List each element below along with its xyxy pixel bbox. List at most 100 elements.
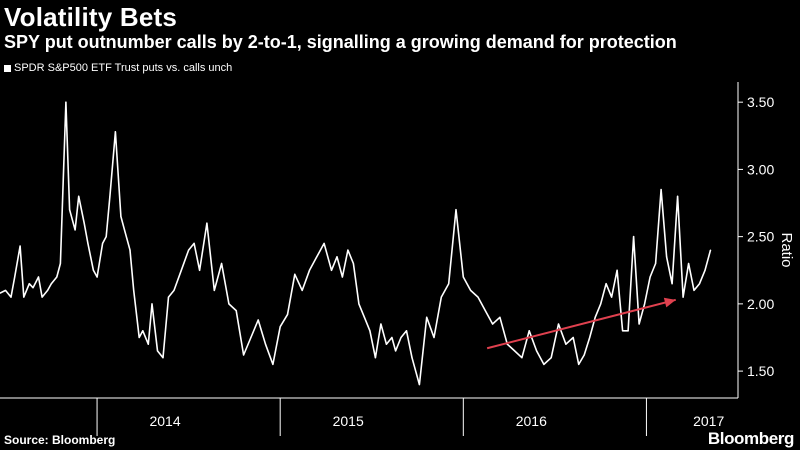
data-point	[96, 276, 98, 278]
data-point	[0, 292, 1, 294]
data-point	[142, 330, 144, 332]
data-point	[14, 276, 16, 278]
data-point	[323, 242, 325, 244]
data-point	[279, 326, 281, 328]
data-point	[167, 296, 170, 298]
data-point	[188, 249, 190, 251]
data-point	[462, 276, 464, 278]
data-point	[162, 357, 164, 359]
y-tick-label-3.00: 3.00	[747, 161, 774, 177]
data-point	[660, 188, 662, 191]
data-point	[114, 131, 116, 133]
data-point	[109, 195, 111, 197]
data-point	[347, 249, 349, 251]
data-point	[470, 289, 472, 292]
x-axis-tick-labels: 2014 2015 2016 2017	[149, 413, 724, 429]
data-point	[572, 336, 574, 339]
data-point	[10, 296, 12, 298]
data-point	[220, 262, 223, 265]
data-point	[68, 209, 71, 211]
data-point	[47, 289, 49, 292]
data-point	[671, 283, 673, 285]
data-point	[391, 336, 393, 339]
data-point	[272, 363, 274, 365]
data-point	[301, 289, 303, 292]
data-point	[543, 363, 545, 365]
data-point	[528, 330, 530, 332]
chart-title: Volatility Bets	[4, 2, 178, 32]
data-point	[123, 229, 126, 231]
data-point	[535, 350, 538, 352]
data-point	[676, 195, 679, 197]
data-point	[649, 276, 651, 278]
x-tick-label-2017: 2017	[693, 413, 724, 429]
data-point	[28, 283, 30, 285]
data-point	[173, 289, 175, 292]
data-point	[616, 269, 618, 271]
data-point	[394, 350, 397, 352]
data-point	[578, 363, 580, 365]
data-point	[477, 296, 479, 298]
y-tick-label-1.50: 1.50	[747, 363, 774, 379]
y-tick-label-3.50: 3.50	[747, 94, 774, 110]
data-point	[257, 319, 259, 321]
y-tick-label-2.00: 2.00	[747, 296, 774, 312]
trend-arrow-line	[486, 298, 676, 350]
legend-swatch	[4, 64, 11, 72]
data-point	[180, 269, 182, 271]
data-point	[78, 195, 80, 197]
data-point	[638, 323, 640, 325]
data-point	[644, 303, 646, 305]
y-axis-title: Ratio	[778, 232, 795, 267]
data-point	[513, 350, 516, 352]
data-point	[101, 242, 104, 244]
data-point	[611, 296, 613, 298]
data-point	[147, 343, 149, 345]
data-point	[369, 330, 371, 332]
data-point	[698, 283, 701, 285]
data-point	[583, 354, 585, 356]
data-point	[133, 289, 135, 292]
data-point	[32, 287, 34, 289]
data-point	[385, 343, 387, 345]
data-point	[633, 236, 635, 238]
data-point	[426, 316, 428, 318]
data-point	[37, 276, 40, 278]
data-point	[151, 303, 153, 305]
data-point	[654, 262, 657, 265]
x-tick-label-2014: 2014	[149, 413, 180, 429]
data-point	[411, 357, 413, 359]
data-point	[336, 256, 338, 258]
data-point	[330, 269, 333, 271]
x-tick-label-2015: 2015	[333, 413, 364, 429]
data-point	[19, 245, 21, 247]
data-point	[589, 336, 591, 339]
data-point	[693, 289, 695, 292]
data-point	[605, 283, 607, 285]
data-point	[352, 262, 355, 265]
data-point	[83, 222, 85, 224]
data-point	[250, 336, 252, 339]
data-point	[709, 249, 712, 251]
data-point	[264, 343, 267, 345]
data-point	[358, 303, 360, 305]
data-point	[213, 289, 215, 292]
data-point	[594, 316, 596, 318]
x-axis-dividers	[96, 398, 647, 436]
data-point	[294, 273, 296, 275]
data-point	[440, 296, 442, 298]
data-point	[521, 357, 523, 359]
data-point	[228, 303, 230, 305]
data-point	[418, 383, 420, 386]
data-point	[156, 350, 159, 352]
data-point	[341, 276, 344, 278]
trend-arrow-head	[663, 297, 676, 308]
y-axis: 1.50 2.00 2.50 3.00 3.50	[737, 82, 774, 398]
x-tick-label-2016: 2016	[516, 413, 547, 429]
data-point	[65, 101, 67, 103]
data-point	[242, 354, 245, 356]
data-point	[448, 283, 450, 285]
data-point	[59, 262, 62, 265]
data-point	[484, 309, 486, 312]
